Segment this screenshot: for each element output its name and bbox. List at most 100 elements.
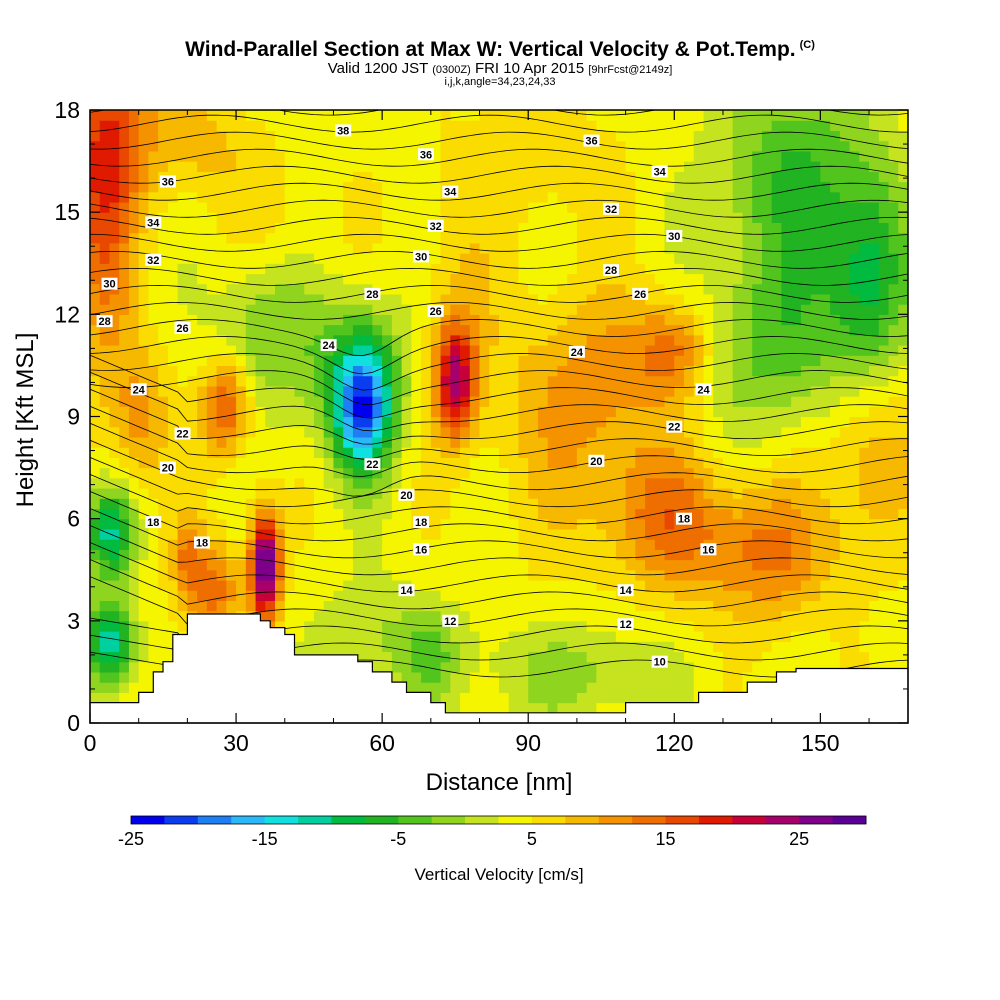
velocity-cell [372, 324, 383, 336]
velocity-cell [586, 426, 597, 438]
velocity-cell [839, 334, 851, 346]
velocity-cell [430, 406, 442, 418]
velocity-cell [469, 539, 481, 550]
velocity-cell [187, 181, 198, 193]
velocity-cell [216, 498, 227, 510]
velocity-cell [713, 518, 724, 530]
velocity-cell [109, 242, 120, 254]
velocity-cell [830, 447, 841, 458]
velocity-cell [528, 579, 539, 591]
velocity-cell [839, 201, 851, 213]
velocity-cell [304, 447, 315, 458]
velocity-cell [138, 600, 150, 612]
velocity-cell [382, 314, 393, 326]
velocity-cell [333, 477, 344, 489]
velocity-cell [401, 273, 412, 285]
velocity-cell [761, 375, 773, 387]
velocity-cell [362, 426, 374, 438]
velocity-cell [119, 447, 130, 458]
velocity-cell [849, 508, 860, 520]
velocity-cell [119, 120, 130, 132]
velocity-cell [109, 263, 120, 275]
velocity-cell [508, 651, 520, 663]
velocity-cell [518, 651, 529, 663]
velocity-cell [294, 314, 305, 326]
velocity-cell [713, 569, 724, 581]
velocity-cell [761, 631, 773, 642]
velocity-cell [537, 191, 549, 203]
velocity-cell [90, 161, 101, 172]
velocity-cell [761, 447, 773, 458]
velocity-cell [781, 620, 792, 632]
velocity-cell [537, 120, 549, 132]
velocity-cell [158, 161, 169, 172]
velocity-cell [557, 477, 568, 489]
velocity-cell [576, 191, 588, 203]
velocity-cell [323, 467, 335, 479]
velocity-cell [878, 365, 890, 377]
velocity-cell [674, 344, 685, 356]
velocity-cell [460, 140, 471, 152]
velocity-cell [684, 375, 695, 387]
velocity-cell [216, 201, 227, 213]
velocity-cell [537, 661, 549, 673]
velocity-cell [596, 610, 607, 622]
velocity-cell [713, 488, 724, 499]
velocity-cell [547, 631, 559, 642]
velocity-cell [674, 283, 685, 295]
velocity-cell [810, 120, 821, 132]
velocity-cell [167, 130, 179, 142]
velocity-cell [109, 590, 120, 601]
velocity-cell [625, 263, 636, 275]
velocity-cell [119, 406, 130, 418]
velocity-cell [167, 498, 179, 510]
velocity-cell [450, 355, 461, 367]
velocity-cell [664, 396, 675, 407]
velocity-cell [596, 631, 607, 642]
velocity-cell [752, 263, 763, 275]
velocity-cell [411, 641, 422, 653]
velocity-cell [567, 457, 578, 469]
velocity-cell [518, 181, 529, 193]
velocity-cell [771, 518, 783, 530]
velocity-cell [518, 161, 529, 172]
velocity-cell [693, 396, 705, 407]
velocity-cell [167, 406, 179, 418]
velocity-cell [119, 518, 130, 530]
velocity-cell [606, 191, 617, 203]
velocity-cell [693, 232, 705, 244]
velocity-cell [284, 324, 296, 336]
velocity-cell [304, 355, 315, 367]
velocity-cell [499, 467, 510, 479]
velocity-cell [586, 610, 597, 622]
velocity-cell [460, 334, 471, 346]
velocity-cell [606, 692, 617, 704]
velocity-cell [664, 457, 675, 469]
velocity-cell [645, 304, 656, 315]
velocity-cell [197, 436, 208, 448]
velocity-cell [508, 631, 520, 642]
velocity-cell [859, 641, 870, 653]
velocity-cell [119, 273, 130, 285]
velocity-cell [508, 171, 520, 183]
velocity-cell [391, 518, 403, 530]
velocity-cell [713, 191, 724, 203]
velocity-cell [187, 406, 198, 418]
velocity-cell [576, 671, 588, 683]
velocity-cell [99, 661, 111, 673]
velocity-cell [518, 641, 529, 653]
velocity-cell [869, 334, 880, 346]
velocity-cell [645, 498, 656, 510]
velocity-cell [177, 201, 188, 213]
velocity-cell [810, 283, 821, 295]
velocity-cell [664, 447, 675, 458]
velocity-cell [333, 334, 344, 346]
velocity-cell [693, 212, 705, 223]
velocity-cell [479, 263, 490, 275]
velocity-cell [722, 488, 734, 499]
velocity-cell [304, 365, 315, 377]
velocity-cell [109, 549, 120, 561]
velocity-cell [119, 436, 130, 448]
velocity-cell [742, 467, 753, 479]
velocity-cell [810, 375, 821, 387]
